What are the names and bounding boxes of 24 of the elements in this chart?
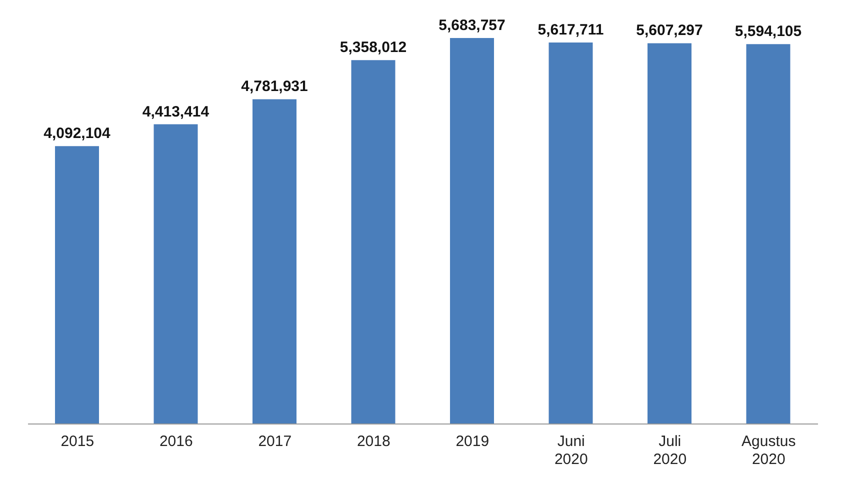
x-tick-label: Juni 2020: [554, 433, 588, 468]
data-label: 5,683,757: [438, 17, 506, 34]
bar: [351, 60, 396, 424]
data-label: 4,413,414: [142, 103, 210, 120]
data-label: 5,594,105: [734, 23, 802, 40]
bar: [746, 44, 790, 424]
data-label: 5,607,297: [636, 22, 703, 40]
bar: [450, 38, 494, 424]
data-label: 5,617,711: [538, 21, 604, 38]
x-tick-label: Juli 2020: [653, 433, 687, 468]
x-tick-label: 2016: [159, 433, 193, 450]
data-label: 5,358,012: [340, 39, 407, 56]
bar: [154, 124, 198, 424]
x-tick-label: 2017: [258, 433, 292, 450]
bar: [548, 42, 593, 424]
x-tick-label: 2018: [356, 433, 390, 450]
bar: [55, 146, 99, 424]
x-tick-label: 2015: [60, 433, 94, 450]
x-tick-label: Agustus 2020: [742, 433, 796, 468]
bar: [648, 43, 692, 424]
data-label: 4,781,931: [241, 78, 308, 96]
data-label: 4,092,104: [44, 125, 112, 142]
x-tick-label: 2019: [456, 433, 490, 450]
bar: [252, 99, 296, 424]
